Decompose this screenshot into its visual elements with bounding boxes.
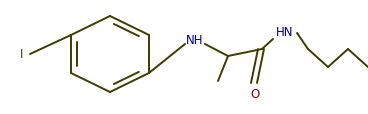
Text: I: I (20, 48, 24, 61)
Text: NH: NH (186, 33, 204, 46)
Text: HN: HN (276, 25, 294, 38)
Text: O: O (250, 87, 260, 100)
